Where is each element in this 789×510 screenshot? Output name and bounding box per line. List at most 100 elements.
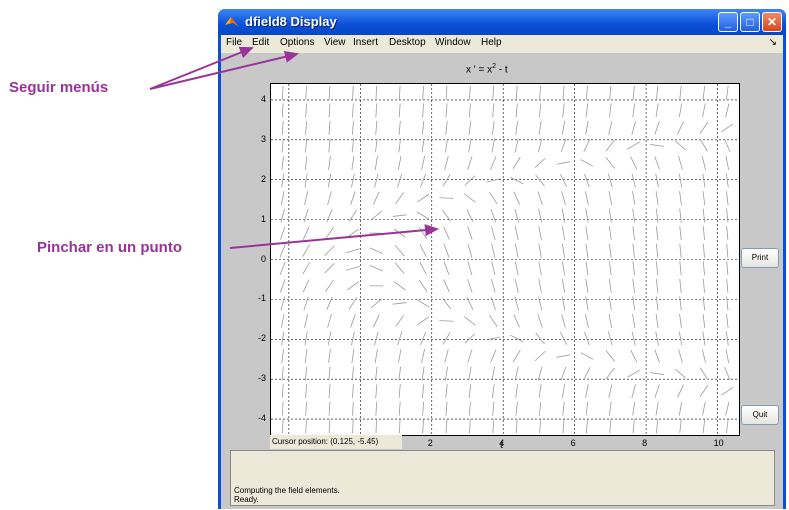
slope-segment xyxy=(281,120,284,135)
menu-desktop[interactable]: Desktop xyxy=(389,37,426,48)
title-bar[interactable]: dfield8 Display _ □ ✕ xyxy=(218,9,786,35)
slope-segment xyxy=(632,191,636,206)
slope-segment xyxy=(326,296,333,310)
slope-segment xyxy=(398,401,401,416)
slope-segment xyxy=(632,85,635,100)
slope-segment xyxy=(328,384,331,399)
slope-segment xyxy=(489,314,498,327)
slope-segment xyxy=(585,296,589,311)
slope-segment xyxy=(328,349,331,364)
slope-segment xyxy=(631,173,636,188)
slope-segment xyxy=(562,103,565,118)
x-tick-label: 2 xyxy=(427,438,433,448)
slope-segment xyxy=(559,174,568,187)
slope-segment xyxy=(539,85,542,100)
slope-segment xyxy=(514,296,519,311)
slope-segment xyxy=(281,138,284,153)
slope-segment xyxy=(562,243,565,258)
slope-segment xyxy=(305,419,307,434)
slope-segment xyxy=(302,279,310,293)
slope-segment xyxy=(724,366,731,381)
slope-segment xyxy=(281,401,284,416)
slope-segment xyxy=(605,367,615,380)
slope-segment xyxy=(514,138,519,153)
quit-button[interactable]: Quit xyxy=(741,405,779,425)
dfield-window: dfield8 Display _ □ ✕ File Edit Options … xyxy=(218,9,786,509)
slope-segment xyxy=(375,120,378,135)
slope-segment xyxy=(422,120,425,135)
menu-insert[interactable]: Insert xyxy=(353,37,379,48)
slope-segment xyxy=(351,366,355,381)
slope-segment xyxy=(445,85,448,100)
slope-segment xyxy=(468,401,471,416)
slope-segment xyxy=(655,313,659,328)
slope-segment xyxy=(585,419,588,434)
slope-segment xyxy=(489,192,498,205)
slope-segment xyxy=(351,384,354,399)
slope-segment xyxy=(678,156,683,170)
slope-segment xyxy=(538,243,542,258)
slope-segment xyxy=(370,210,382,221)
slope-segment xyxy=(352,401,354,416)
slope-segment xyxy=(534,157,546,169)
y-tick-label: -4 xyxy=(258,413,267,424)
menu-file[interactable]: File xyxy=(226,37,243,48)
x-axis-label: t xyxy=(500,440,503,451)
annotation-click-point: Pinchar en un punto xyxy=(37,239,182,256)
slope-segment xyxy=(303,208,309,223)
slope-segment xyxy=(328,419,331,434)
slope-segment xyxy=(369,265,383,272)
slope-segment xyxy=(677,121,684,135)
slope-segment xyxy=(468,384,472,399)
slope-segment xyxy=(490,208,497,223)
slope-segment xyxy=(464,193,476,203)
slope-segment xyxy=(561,191,566,205)
slope-segment xyxy=(632,296,636,311)
slope-segment xyxy=(324,263,335,274)
slope-segment xyxy=(679,208,682,223)
maximize-button[interactable]: □ xyxy=(740,12,760,32)
slope-segment xyxy=(375,103,378,118)
slope-segment xyxy=(281,103,284,118)
slope-segment xyxy=(351,349,355,364)
menu-window[interactable]: Window xyxy=(435,37,471,48)
slope-segment xyxy=(515,384,519,399)
menu-edit[interactable]: Edit xyxy=(252,37,270,48)
slope-segment xyxy=(279,261,286,275)
slope-segment xyxy=(304,173,308,188)
minimize-button[interactable]: _ xyxy=(718,12,738,32)
slope-segment xyxy=(725,173,729,188)
slope-segment xyxy=(398,138,401,153)
slope-segment xyxy=(539,401,542,416)
slope-segment xyxy=(514,208,519,223)
slope-segment xyxy=(444,349,449,363)
menu-options[interactable]: Options xyxy=(280,37,315,48)
menu-help[interactable]: Help xyxy=(481,37,502,48)
slope-segment xyxy=(627,369,640,378)
slope-segment xyxy=(605,157,615,169)
slope-segment xyxy=(726,419,729,434)
slope-segment xyxy=(510,334,524,343)
slope-segment xyxy=(702,331,706,346)
menu-view[interactable]: View xyxy=(324,37,346,48)
slope-segment xyxy=(534,350,546,362)
slope-segment xyxy=(702,243,705,258)
slope-segment xyxy=(398,384,401,399)
slope-segment xyxy=(392,302,407,305)
dock-arrow-icon[interactable]: ↘ xyxy=(768,37,777,48)
slope-segment xyxy=(372,314,380,328)
y-tick-label: 2 xyxy=(261,173,267,184)
slope-segment xyxy=(395,314,405,327)
direction-field-plot[interactable] xyxy=(270,83,740,436)
close-button[interactable]: ✕ xyxy=(762,12,782,32)
slope-segment xyxy=(445,366,448,381)
print-button[interactable]: Print xyxy=(741,248,779,268)
slope-segment xyxy=(609,85,612,100)
message-box: Computing the field elements. Ready. xyxy=(230,450,775,506)
slope-segment xyxy=(348,297,357,310)
direction-field[interactable] xyxy=(271,84,739,435)
slope-segment xyxy=(702,85,706,100)
slope-segment xyxy=(701,156,706,170)
message-line-2: Ready. xyxy=(234,495,259,504)
